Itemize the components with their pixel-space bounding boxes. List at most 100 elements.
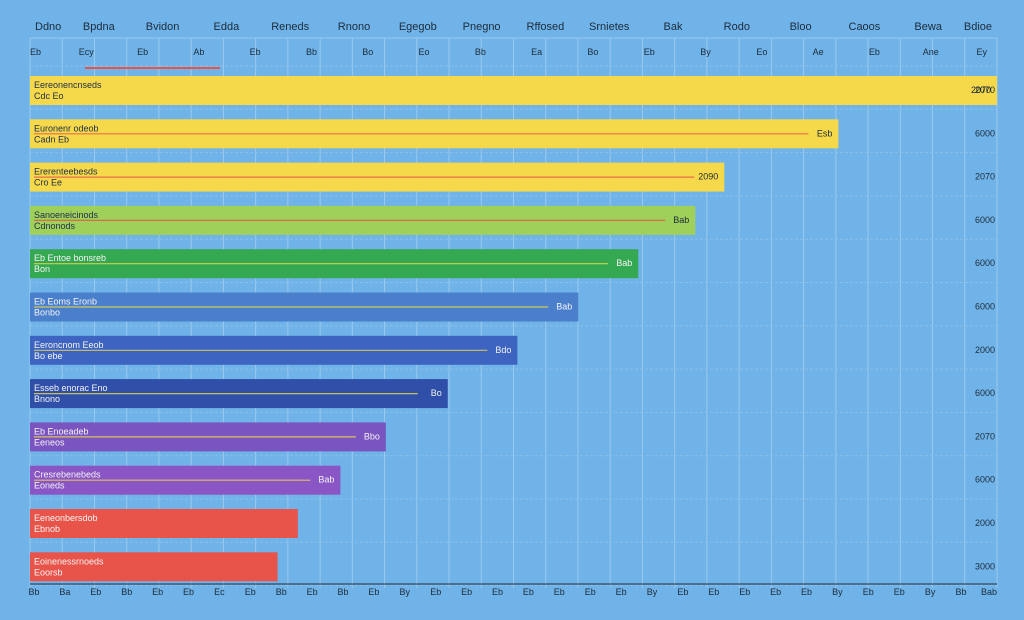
- bar: [30, 552, 278, 582]
- bar-value-label: 2090: [698, 172, 718, 182]
- header-top-label: Reneds: [271, 21, 309, 33]
- header-sub-label: Eb: [137, 47, 148, 57]
- x-tick-label: Eb: [183, 587, 194, 597]
- header-sub-label: Ae: [813, 47, 824, 57]
- x-tick-label: By: [400, 587, 411, 597]
- bar-sublabel: Bo ebe: [34, 351, 63, 361]
- header-top-label: Caoos: [849, 21, 881, 33]
- header-top-label: Rffosed: [527, 21, 565, 33]
- x-tick-label: Bb: [955, 587, 966, 597]
- x-tick-label: Eb: [677, 587, 688, 597]
- row-right-label: 3000: [975, 561, 995, 571]
- bar-label: Eb Enoeadeb: [34, 426, 89, 436]
- bar-sublabel: Eeneos: [34, 437, 65, 447]
- bar-value-label: Bab: [673, 215, 689, 225]
- x-tick-label: Eb: [245, 587, 256, 597]
- x-tick-label: Eb: [492, 587, 503, 597]
- bar: [30, 509, 298, 538]
- header-sub-label: Ane: [923, 47, 939, 57]
- header-top-label: Ddno: [35, 21, 61, 33]
- row-right-label: 2070: [975, 85, 995, 95]
- bar-sublabel: Bnono: [34, 394, 60, 404]
- bar-sublabel: Ebnob: [34, 524, 60, 534]
- row-right-label: 6000: [975, 475, 995, 485]
- bar-value-label: Bo: [431, 388, 442, 398]
- header-sub-label: Bb: [475, 47, 486, 57]
- header-sub-label: Eb: [869, 47, 880, 57]
- x-tick-label: Eb: [152, 587, 163, 597]
- bar-label: Eeroncnom Eeob: [34, 340, 104, 350]
- bar-label: Eb Eoms Eronb: [34, 297, 97, 307]
- header-top-label: Bak: [664, 21, 683, 33]
- bar-value-label: Bdo: [495, 345, 511, 355]
- bar-sublabel: Cdc Eo: [34, 91, 64, 101]
- bar-value-label: Bab: [318, 475, 334, 485]
- header-top-label: Bdioe: [964, 21, 992, 33]
- header-sub-label: Ecy: [79, 47, 95, 57]
- header-sub-label: Eo: [419, 47, 430, 57]
- bar-value-label: Bab: [616, 258, 632, 268]
- row-right-label: 6000: [975, 388, 995, 398]
- row-right-label: 6000: [975, 258, 995, 268]
- x-tick-label: Eb: [307, 587, 318, 597]
- header-top-label: Egegob: [399, 21, 437, 33]
- x-tick-label: Eb: [523, 587, 534, 597]
- header-top-label: Bvidon: [146, 21, 180, 33]
- x-tick-label: Eb: [863, 587, 874, 597]
- bar-sublabel: Bon: [34, 264, 50, 274]
- header-sub-label: Bo: [362, 47, 373, 57]
- x-tick-label: By: [647, 587, 658, 597]
- x-tick-label: Eb: [801, 587, 812, 597]
- header-sub-label: Eb: [644, 47, 655, 57]
- bar-label: Sanoeneicinods: [34, 210, 99, 220]
- x-tick-label: By: [832, 587, 843, 597]
- x-tick-label: Ba: [59, 587, 70, 597]
- x-tick-label: Eb: [430, 587, 441, 597]
- x-tick-label: Eb: [554, 587, 565, 597]
- header-top-label: Rnono: [338, 21, 370, 33]
- x-tick-label: Eb: [616, 587, 627, 597]
- header-sub-label: By: [700, 47, 711, 57]
- row-right-label: 2070: [975, 172, 995, 182]
- x-tick-label: Bb: [28, 587, 39, 597]
- header-top-label: Bloo: [790, 21, 812, 33]
- header-top-label: Pnegno: [463, 21, 501, 33]
- bar-label: Eoinenessrnoeds: [34, 556, 104, 566]
- header-top-label: Edda: [214, 21, 241, 33]
- bar-label: Eeneonbersdob: [34, 513, 98, 523]
- header-sub-label: Ab: [193, 47, 204, 57]
- header-top-label: Rodo: [724, 21, 750, 33]
- x-tick-label: Eb: [90, 587, 101, 597]
- bar-label: Eb Entoe bonsreb: [34, 253, 106, 263]
- x-tick-label: Eb: [461, 587, 472, 597]
- x-tick-label: Bb: [337, 587, 348, 597]
- row-right-label: 2000: [975, 345, 995, 355]
- bar-value-label: Esb: [817, 128, 833, 138]
- header-top-label: Srnietes: [589, 21, 630, 33]
- x-tick-label-right: Bab: [981, 587, 997, 597]
- row-right-label: 6000: [975, 302, 995, 312]
- bar-label: Eereonencnseds: [34, 80, 102, 90]
- x-tick-label: Bb: [276, 587, 287, 597]
- header-top-label: Bpdna: [83, 21, 116, 33]
- header-top-label: Bewa: [914, 21, 942, 33]
- header-sub-label: Bb: [306, 47, 317, 57]
- x-tick-label: By: [925, 587, 936, 597]
- header-sub-label: Bo: [587, 47, 598, 57]
- bar-sublabel: Eoorsb: [34, 567, 63, 577]
- x-tick-label: Eb: [708, 587, 719, 597]
- header-sub-label: Eo: [756, 47, 767, 57]
- x-tick-label: Ec: [214, 587, 225, 597]
- row-right-label: 2070: [975, 431, 995, 441]
- row-right-label: 6000: [975, 128, 995, 138]
- bar-sublabel: Cadn Eb: [34, 134, 69, 144]
- row-right-label: 2000: [975, 518, 995, 528]
- header-sub-label: Ey: [976, 47, 987, 57]
- bar-sublabel: Bonbo: [34, 308, 60, 318]
- x-tick-label: Eb: [894, 587, 905, 597]
- header-sub-label: Eb: [250, 47, 261, 57]
- bar-value-label: Bab: [556, 302, 572, 312]
- x-tick-label: Eb: [368, 587, 379, 597]
